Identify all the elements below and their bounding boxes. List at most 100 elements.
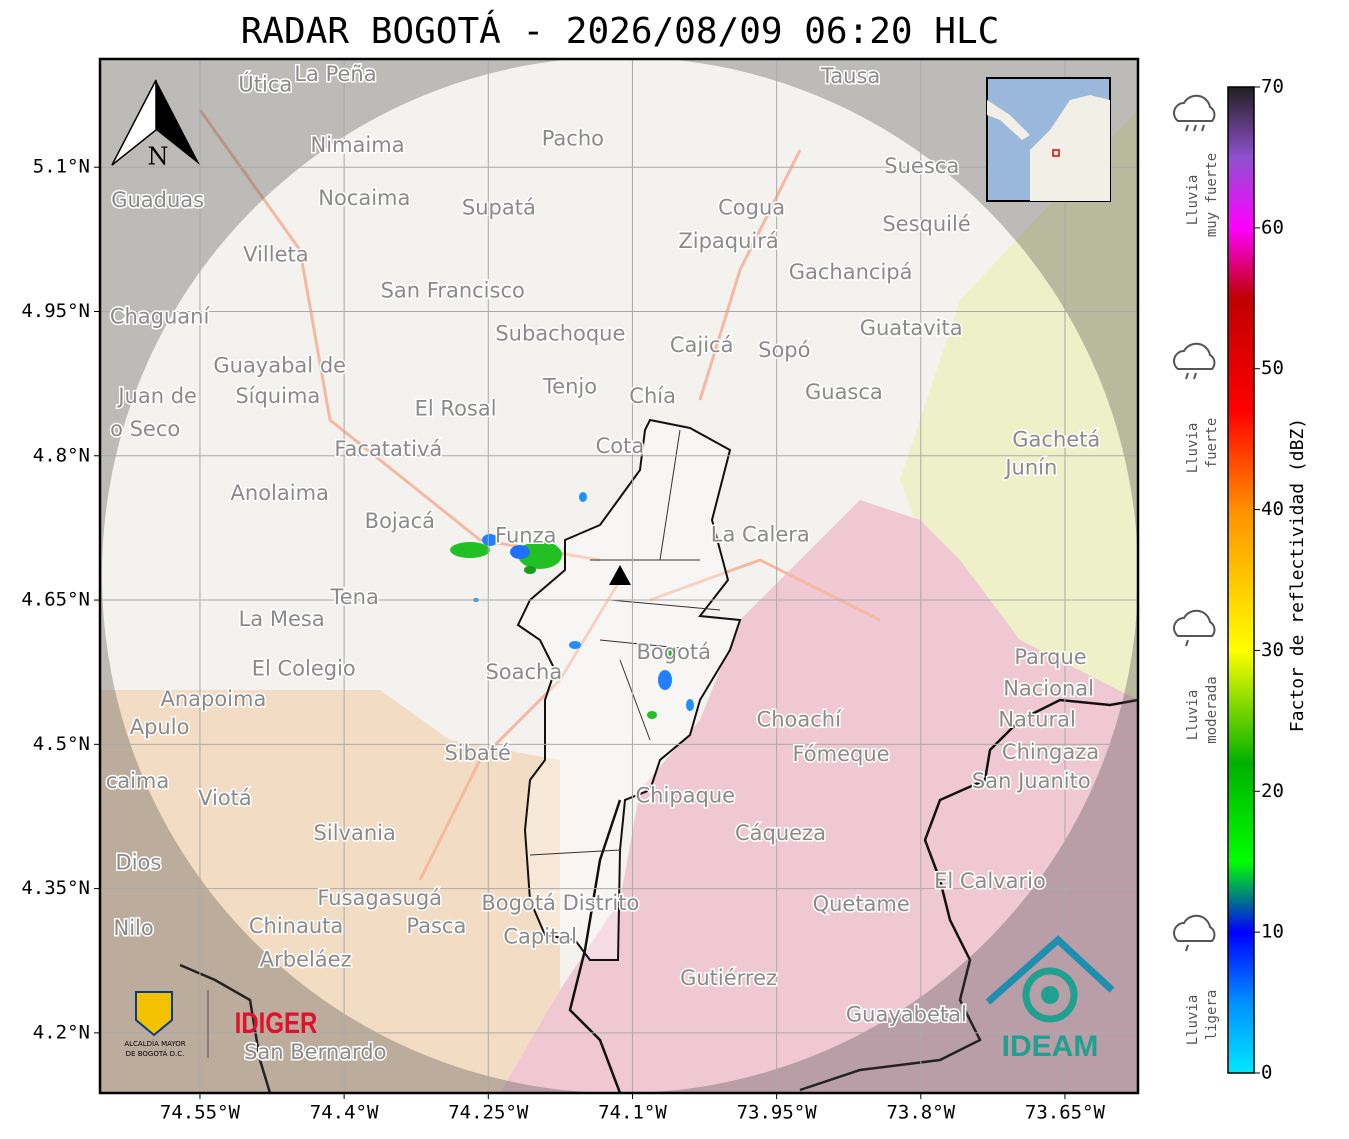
- north-arrow: N: [111, 79, 200, 171]
- y-tick-label: 4.5°N: [33, 733, 90, 755]
- logo-text: DE BOGOTÁ D.C.: [126, 1049, 185, 1058]
- radar-site: [609, 565, 631, 585]
- logo-idiger: IDIGER: [235, 1005, 318, 1039]
- region-yellow: [900, 110, 1138, 700]
- category-label: muy fuerte: [1204, 153, 1220, 237]
- place-label: Bogotá: [637, 640, 712, 664]
- colorbar-label: Factor de reflectividad (dBZ): [1287, 418, 1308, 732]
- x-tick-label: 74.55°W: [160, 1102, 241, 1124]
- place-label: El Colegio: [252, 656, 356, 680]
- place-label: Tausa: [820, 64, 880, 88]
- place-label: Pasca: [406, 914, 466, 938]
- logo-text: ALCALDÍA MAYOR: [124, 1039, 185, 1048]
- place-label: Tenjo: [542, 374, 597, 398]
- x-tick-label: 73.8°W: [886, 1102, 955, 1124]
- place-label: Cogua: [718, 196, 785, 220]
- rain-drop: [1201, 124, 1205, 132]
- cloud: [1173, 914, 1216, 942]
- graticule: [100, 59, 1138, 1093]
- place-label: Apulo: [130, 715, 190, 739]
- place-label: Sibaté: [444, 741, 511, 765]
- place-label: Cota: [596, 434, 645, 458]
- place-label: San Bernardo: [244, 1040, 386, 1064]
- colorbar-tick-label: 60: [1261, 216, 1284, 238]
- place-label: Nilo: [114, 916, 154, 940]
- place-label: Chaguaní: [110, 304, 211, 328]
- logo-alcaldia: ALCALDÍA MAYOR DE BOGOTÁ D.C. IDIGER: [124, 990, 318, 1058]
- colorbar-tick-label: 10: [1261, 921, 1284, 943]
- logo-ideam-text: IDEAM: [1002, 1030, 1099, 1063]
- map-area: Útica La Peña Tausa Pacho Nimaima Guaduas Noca…: [100, 59, 1138, 1093]
- rain-icon: [1173, 342, 1216, 380]
- place-label: Guaduas: [111, 188, 204, 212]
- y-tick-label: 4.35°N: [21, 877, 90, 899]
- x-tick-label: 73.95°W: [737, 1102, 818, 1124]
- colorbar-tick-label: 0: [1261, 1062, 1272, 1084]
- x-tick-label: 74.1°W: [598, 1102, 667, 1124]
- place-label: caima: [106, 769, 170, 793]
- place-label: La Peña: [294, 62, 376, 86]
- y-tick-label: 4.8°N: [33, 444, 90, 466]
- x-tick-label: 73.65°W: [1025, 1102, 1106, 1124]
- place-label: Natural: [998, 707, 1075, 731]
- place-label: Nimaima: [311, 133, 405, 157]
- place-label: Nocaima: [318, 186, 410, 210]
- inset-map: [986, 77, 1111, 202]
- place-label: Supatá: [462, 196, 536, 220]
- colorbar-tick-label: 20: [1261, 780, 1284, 802]
- department-boundaries: [179, 698, 1138, 1093]
- place-label: Útica: [238, 71, 292, 96]
- place-label: Gachetá: [1012, 427, 1100, 451]
- place-label: Facatativá: [334, 437, 442, 461]
- category-label: moderada: [1204, 676, 1220, 743]
- rain-icon: [1173, 609, 1216, 647]
- place-label: Capital: [503, 925, 577, 949]
- place-label: Guayabetal: [846, 1003, 967, 1027]
- place-label: Bojacá: [365, 509, 435, 533]
- place-label: Viotá: [198, 786, 252, 810]
- place-label: Sopó: [758, 338, 810, 362]
- map-frame: [98, 57, 1140, 1095]
- place-label: Síquima: [235, 384, 320, 408]
- rain-icon: [1173, 94, 1216, 132]
- title: RADAR BOGOTÁ - 2026/08/09 06:20 HLC: [241, 10, 1000, 52]
- place-label: Suesca: [884, 154, 959, 178]
- place-label: Chingaza: [1002, 740, 1099, 764]
- place-label: Chía: [629, 384, 676, 408]
- cloud: [1173, 342, 1216, 370]
- place-label: Silvania: [314, 821, 396, 845]
- bogota-boundary: [516, 418, 742, 961]
- logo-ideam: IDEAM: [985, 935, 1115, 1063]
- place-label: Fusagasugá: [317, 886, 442, 910]
- x-tick-label: 74.25°W: [448, 1102, 529, 1124]
- category-label: Lluvia: [1185, 995, 1201, 1046]
- place-label: Gachancipá: [789, 260, 913, 284]
- x-tick-label: 74.4°W: [310, 1102, 379, 1124]
- place-label: Anapoima: [160, 687, 266, 711]
- place-label: Soacha: [485, 660, 562, 684]
- rain-drop: [1193, 372, 1197, 380]
- category-label: fuerte: [1204, 418, 1220, 469]
- colorbar-tick-label: 70: [1261, 76, 1284, 98]
- place-label: Juan de: [116, 384, 197, 408]
- roads: [198, 109, 881, 881]
- place-label: Chinauta: [249, 914, 343, 938]
- place-label: Guasca: [805, 380, 883, 404]
- rain-drop: [1185, 124, 1189, 132]
- place-label: Guayabal de: [213, 353, 346, 377]
- place-label: Anolaima: [231, 481, 329, 505]
- place-label: Zipaquirá: [678, 229, 778, 253]
- place-label: Funza: [495, 524, 556, 548]
- category-label: ligera: [1204, 990, 1220, 1041]
- category-label: Lluvia: [1185, 175, 1201, 226]
- place-label: Chipaque: [636, 783, 736, 807]
- place-label: La Calera: [711, 523, 810, 547]
- place-label: Guatavita: [860, 316, 963, 340]
- place-label: Subachoque: [495, 322, 625, 346]
- rain-drop: [1185, 372, 1189, 380]
- place-label: Bogotá Distrito: [481, 891, 639, 915]
- place-label: Cajicá: [670, 333, 734, 357]
